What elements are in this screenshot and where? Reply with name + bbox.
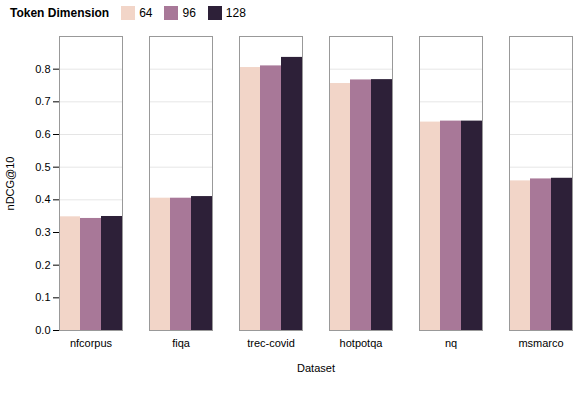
svg-text:0.1: 0.1 <box>35 291 50 303</box>
svg-text:Dataset: Dataset <box>297 362 335 374</box>
svg-text:0.5: 0.5 <box>35 161 50 173</box>
html-text:Token Dimension: Token Dimension <box>10 6 110 20</box>
svg-text:0.8: 0.8 <box>35 63 50 75</box>
svg-text:0.4: 0.4 <box>35 193 50 205</box>
svg-text:hotpotqa: hotpotqa <box>340 337 384 349</box>
svg-text:0.0: 0.0 <box>35 324 50 336</box>
svg-text:nDCG@10: nDCG@10 <box>4 157 16 211</box>
svg-text:nq: nq <box>445 337 457 349</box>
svg-text:fiqa: fiqa <box>172 337 191 349</box>
svg-text:nfcorpus: nfcorpus <box>70 337 113 349</box>
html-text:64: 64 <box>139 6 153 20</box>
svg-text:0.7: 0.7 <box>35 95 50 107</box>
svg-text:0.3: 0.3 <box>35 226 50 238</box>
svg-text:trec-covid: trec-covid <box>247 337 295 349</box>
svg-text:msmarco: msmarco <box>518 337 563 349</box>
html-text:128: 128 <box>225 6 246 20</box>
html-text:96: 96 <box>182 6 196 20</box>
svg-text:0.2: 0.2 <box>35 259 50 271</box>
svg-text:0.6: 0.6 <box>35 128 50 140</box>
